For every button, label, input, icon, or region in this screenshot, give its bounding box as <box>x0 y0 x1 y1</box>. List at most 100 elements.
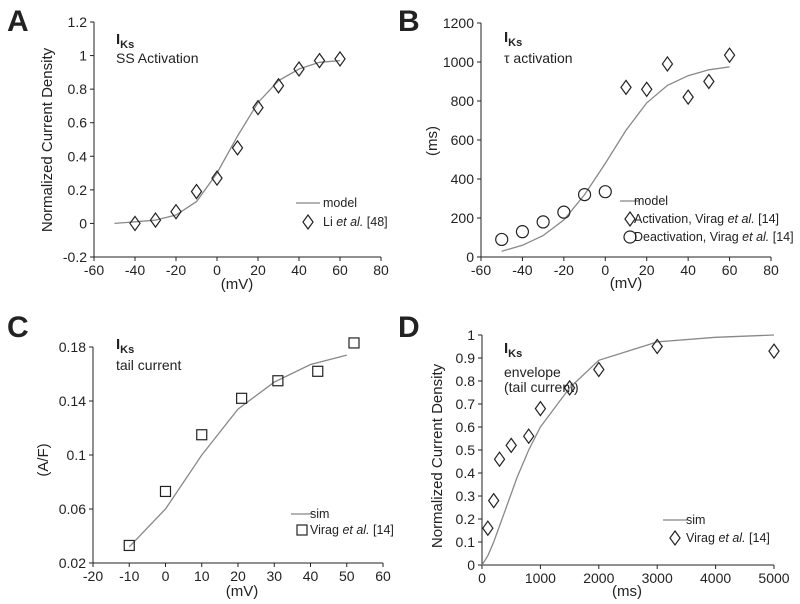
chart-c-x-tick-label: 50 <box>339 568 355 584</box>
chart-b-x-tick-label: -60 <box>471 262 491 278</box>
chart-a-plot: -60 -40 -20 0 20 40 60 80 -0.2 0 0.2 0.4 0.6 0.8 1 1.2 m… <box>63 14 389 278</box>
chart-c-ylabel: (A/F) <box>35 443 52 476</box>
chart-b-legend-text-part: model <box>634 194 668 208</box>
chart-c-legend-text-part: [14] <box>370 523 394 537</box>
chart-b-x-tick-label: 40 <box>680 262 696 278</box>
chart-b-y-tick-label: 600 <box>451 132 475 148</box>
chart-d-x-tick-label: 3000 <box>642 570 673 586</box>
chart-b-series-1-point <box>723 47 736 64</box>
chart-d-subtitle: envelope <box>504 364 561 380</box>
chart-a-subtitle: SS Activation <box>116 50 199 66</box>
chart-d-y-tick-label: 0.9 <box>456 350 476 366</box>
chart-c-series-1-point <box>272 375 284 387</box>
chart-b-series-2-point <box>577 188 592 202</box>
chart-a-x-tick-label: 80 <box>373 262 389 278</box>
chart-d-series-1-point <box>482 520 494 537</box>
chart-c-legend-label: sim <box>310 507 329 521</box>
chart-a-series-1-point <box>129 215 141 232</box>
chart-c-x-tick-label: 0 <box>162 568 170 584</box>
chart-d-plot: 0 1000 2000 3000 4000 5000 0 0.1 0.2 0.3 0.4 0.5 0.6… <box>456 327 790 586</box>
panel-letter-a: A <box>7 5 29 38</box>
chart-c-xlabel: (mV) <box>226 583 259 600</box>
chart-a-y-tick-label: 0.8 <box>68 81 88 97</box>
chart-b-y-tick-label: 400 <box>451 171 475 187</box>
chart-a-series-1-point <box>313 52 326 69</box>
chart-b-y-tick-label: 0 <box>466 249 474 265</box>
chart-b-xlabel: (mV) <box>610 275 643 292</box>
chart-c-y-tick-label: 0.02 <box>59 555 86 571</box>
chart-a-series-1-point <box>272 77 285 94</box>
chart-d-legend-text-part: et al. <box>718 531 745 545</box>
chart-d-y-tick-label: 0.4 <box>456 465 476 481</box>
chart-b-subtitle: τ activation <box>504 50 573 66</box>
chart-c-x-tick-label: 10 <box>194 568 210 584</box>
chart-b-series-2-point <box>557 205 571 219</box>
chart-a-x-tick-label: 40 <box>291 262 307 278</box>
chart-c-y-tick-label: 0.18 <box>59 339 86 355</box>
chart-b-series-1-point <box>620 79 632 96</box>
chart-d-y-tick-label: 0.8 <box>456 373 476 389</box>
chart-a-y-tick-label: 0.4 <box>68 148 88 164</box>
chart-d-series-1-point <box>505 437 517 454</box>
chart-b-series-2-point <box>536 215 550 229</box>
chart-a-series-1-point <box>190 183 203 200</box>
chart-b-legend-text-part: [14] <box>769 230 793 244</box>
chart-a-series-1-point <box>334 50 346 67</box>
chart-a-y-tick-label: 1.2 <box>68 14 88 30</box>
chart-d-y-tick-label: 0.3 <box>456 488 476 504</box>
chart-c-x-tick-label: -10 <box>119 568 139 584</box>
chart-d-x-tick-label: 1000 <box>525 570 556 586</box>
chart-b-series-2-point <box>515 225 530 239</box>
chart-b-series-0-line <box>501 66 730 252</box>
chart-b-legend-text-part: Deactivation, Virag <box>634 230 742 244</box>
chart-b-ylabel: (ms) <box>424 126 441 156</box>
chart-b-x-tick-label: -40 <box>512 262 532 278</box>
chart-d-y-tick-label: 0.2 <box>456 511 476 527</box>
chart-d-series-1-point <box>563 379 576 396</box>
chart-d-y-tick-label: 0.5 <box>456 442 476 458</box>
chart-b-legend-marker <box>623 230 637 244</box>
chart-a-legend-label: model <box>323 196 357 210</box>
chart-b-x-tick-label: 0 <box>601 262 609 278</box>
chart-a-series-1-point <box>293 60 305 78</box>
chart-a-x-tick-label: -20 <box>166 262 186 278</box>
chart-d-y-tick-label: 0.7 <box>456 396 476 412</box>
chart-b-legend-label: model <box>634 194 668 208</box>
chart-c-title-sub: Ks <box>120 344 134 356</box>
chart-c-title-main: I <box>116 336 120 353</box>
chart-b-title: IKs <box>504 29 522 49</box>
chart-c-y-tick-label: 0.1 <box>67 447 87 463</box>
chart-d-x-tick-label: 2000 <box>583 570 614 586</box>
chart-b-series-1-point <box>640 81 653 98</box>
chart-b-legend-text-part: et al. <box>728 212 755 226</box>
chart-a-legend-text-part: et al. <box>336 215 363 229</box>
chart-c-legend-text-part: et al. <box>342 523 369 537</box>
chart-d-series-1-point <box>768 343 780 360</box>
chart-b-series-1-point <box>661 55 674 72</box>
chart-c-legend-text-part: sim <box>310 507 329 521</box>
chart-b-series-1-point <box>682 89 694 106</box>
chart-b-y-tick-label: 1000 <box>443 54 474 70</box>
chart-a-legend-text-part: Li <box>323 215 336 229</box>
chart-c-series-1-point <box>236 392 248 404</box>
chart-b-x-tick-label: -20 <box>554 262 574 278</box>
chart-a-x-tick-label: -60 <box>84 262 104 278</box>
chart-b-title-main: I <box>504 29 508 46</box>
chart-c-series-1-point <box>312 365 324 377</box>
chart-d-series-1-point <box>522 428 535 445</box>
chart-c-subtitle: tail current <box>116 357 181 373</box>
chart-a-y-tick-label: 1 <box>79 48 87 64</box>
chart-a-x-tick-label: 20 <box>250 262 266 278</box>
panel-letter-c: C <box>7 311 29 344</box>
chart-d-title-sub: Ks <box>508 348 522 360</box>
chart-d-series-1-point <box>593 361 605 378</box>
chart-a-legend-label: Li et al. [48] <box>323 215 388 229</box>
chart-b-legend-text-part: et al. <box>742 230 769 244</box>
chart-c-x-tick-label: 60 <box>375 568 391 584</box>
chart-a-title-main: I <box>116 31 120 48</box>
chart-d-series-1-point <box>534 400 547 417</box>
chart-c-x-tick-label: 20 <box>230 568 246 584</box>
chart-b-y-tick-label: 200 <box>451 210 475 226</box>
chart-a-y-tick-label: 0 <box>79 215 87 231</box>
